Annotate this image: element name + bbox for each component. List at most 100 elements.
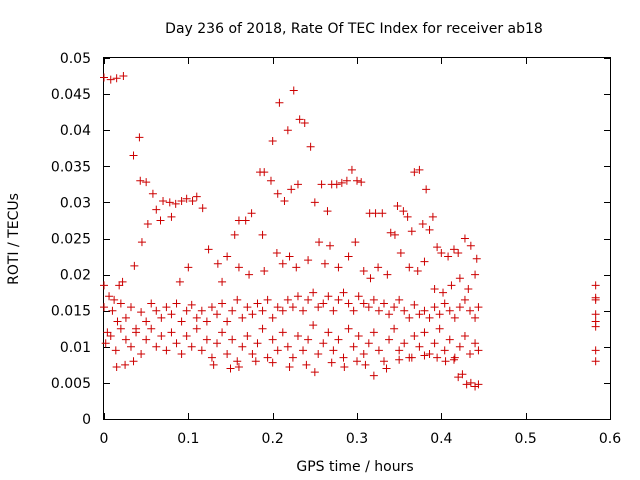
data-point xyxy=(263,353,272,362)
data-point xyxy=(243,303,252,312)
data-point xyxy=(287,185,296,194)
data-point xyxy=(591,310,600,319)
data-point xyxy=(304,335,313,344)
data-point xyxy=(116,324,125,333)
data-point xyxy=(118,277,127,286)
data-point xyxy=(337,178,346,187)
data-point xyxy=(213,339,222,348)
data-point xyxy=(450,353,459,362)
data-point xyxy=(386,228,395,237)
data-point xyxy=(364,339,373,348)
data-point xyxy=(233,357,242,366)
y-axis-label: ROTI / TECUs xyxy=(6,193,22,285)
data-point xyxy=(310,198,319,207)
data-point xyxy=(129,357,138,366)
data-point xyxy=(283,126,292,135)
data-point xyxy=(320,259,329,268)
data-point xyxy=(349,342,358,351)
x-tick-label: 0.3 xyxy=(346,431,368,447)
data-point xyxy=(591,295,600,304)
data-point xyxy=(314,350,323,359)
data-point xyxy=(172,339,181,348)
data-point xyxy=(433,353,442,362)
data-point xyxy=(100,73,108,82)
data-point xyxy=(428,212,437,221)
data-point xyxy=(410,331,419,340)
data-point xyxy=(142,317,151,326)
data-point xyxy=(129,151,138,160)
data-point xyxy=(280,196,289,205)
data-point xyxy=(157,331,166,340)
data-point xyxy=(420,328,429,337)
data-point xyxy=(460,331,469,340)
data-point xyxy=(407,227,416,236)
data-point xyxy=(243,331,252,340)
data-point xyxy=(444,252,453,261)
data-point xyxy=(405,263,414,272)
data-point xyxy=(306,142,315,151)
data-point xyxy=(390,230,399,239)
data-point xyxy=(226,364,235,373)
data-point xyxy=(415,310,424,319)
data-point xyxy=(188,196,197,205)
data-point xyxy=(147,324,156,333)
data-point xyxy=(299,346,308,355)
data-point xyxy=(147,299,156,308)
data-point xyxy=(382,364,391,373)
data-point xyxy=(247,209,256,218)
x-axis-label: GPS time / hours xyxy=(296,459,413,475)
data-point xyxy=(445,335,454,344)
data-point xyxy=(268,335,277,344)
data-point xyxy=(430,285,439,294)
data-point xyxy=(202,335,211,344)
data-point xyxy=(105,292,114,301)
data-point xyxy=(283,295,292,304)
data-point xyxy=(293,180,302,189)
y-tick-labels: 0 0.005 0.01 0.015 0.02 0.025 0.03 0.035 0.04 0.0… xyxy=(51,51,91,428)
data-point xyxy=(460,234,469,243)
data-point xyxy=(351,238,360,247)
data-point xyxy=(248,310,257,319)
data-point xyxy=(450,313,459,322)
data-point xyxy=(288,353,297,362)
data-point xyxy=(430,303,439,312)
data-point xyxy=(422,185,431,194)
data-point xyxy=(344,252,353,261)
data-point xyxy=(359,266,368,275)
data-point xyxy=(299,306,308,315)
data-point xyxy=(100,281,108,290)
data-point xyxy=(445,306,454,315)
data-point xyxy=(329,306,338,315)
data-point xyxy=(121,313,130,322)
data-point xyxy=(418,220,427,229)
data-point xyxy=(278,328,287,337)
data-point xyxy=(148,189,157,198)
data-point xyxy=(334,263,343,272)
data-point xyxy=(385,335,394,344)
data-point xyxy=(403,212,412,221)
x-tick-label: 0.1 xyxy=(177,431,199,447)
data-point xyxy=(410,168,419,177)
data-point xyxy=(258,306,267,315)
data-point xyxy=(110,295,119,304)
axis-ticks xyxy=(104,58,611,420)
data-point xyxy=(162,303,171,312)
data-point xyxy=(440,346,449,355)
data-point xyxy=(390,324,399,333)
data-point xyxy=(266,176,275,185)
data-point xyxy=(395,346,404,355)
data-point xyxy=(295,115,304,124)
data-point xyxy=(152,205,161,214)
data-point xyxy=(218,277,227,286)
data-point xyxy=(248,350,257,359)
data-point xyxy=(354,331,363,340)
data-point xyxy=(157,313,166,322)
y-tick-label: 0.035 xyxy=(51,159,91,175)
data-point xyxy=(300,118,309,127)
data-point xyxy=(187,342,196,351)
data-point xyxy=(103,328,112,337)
data-point xyxy=(241,216,250,225)
data-point xyxy=(591,346,600,355)
data-point xyxy=(591,322,600,331)
data-point xyxy=(447,281,456,290)
